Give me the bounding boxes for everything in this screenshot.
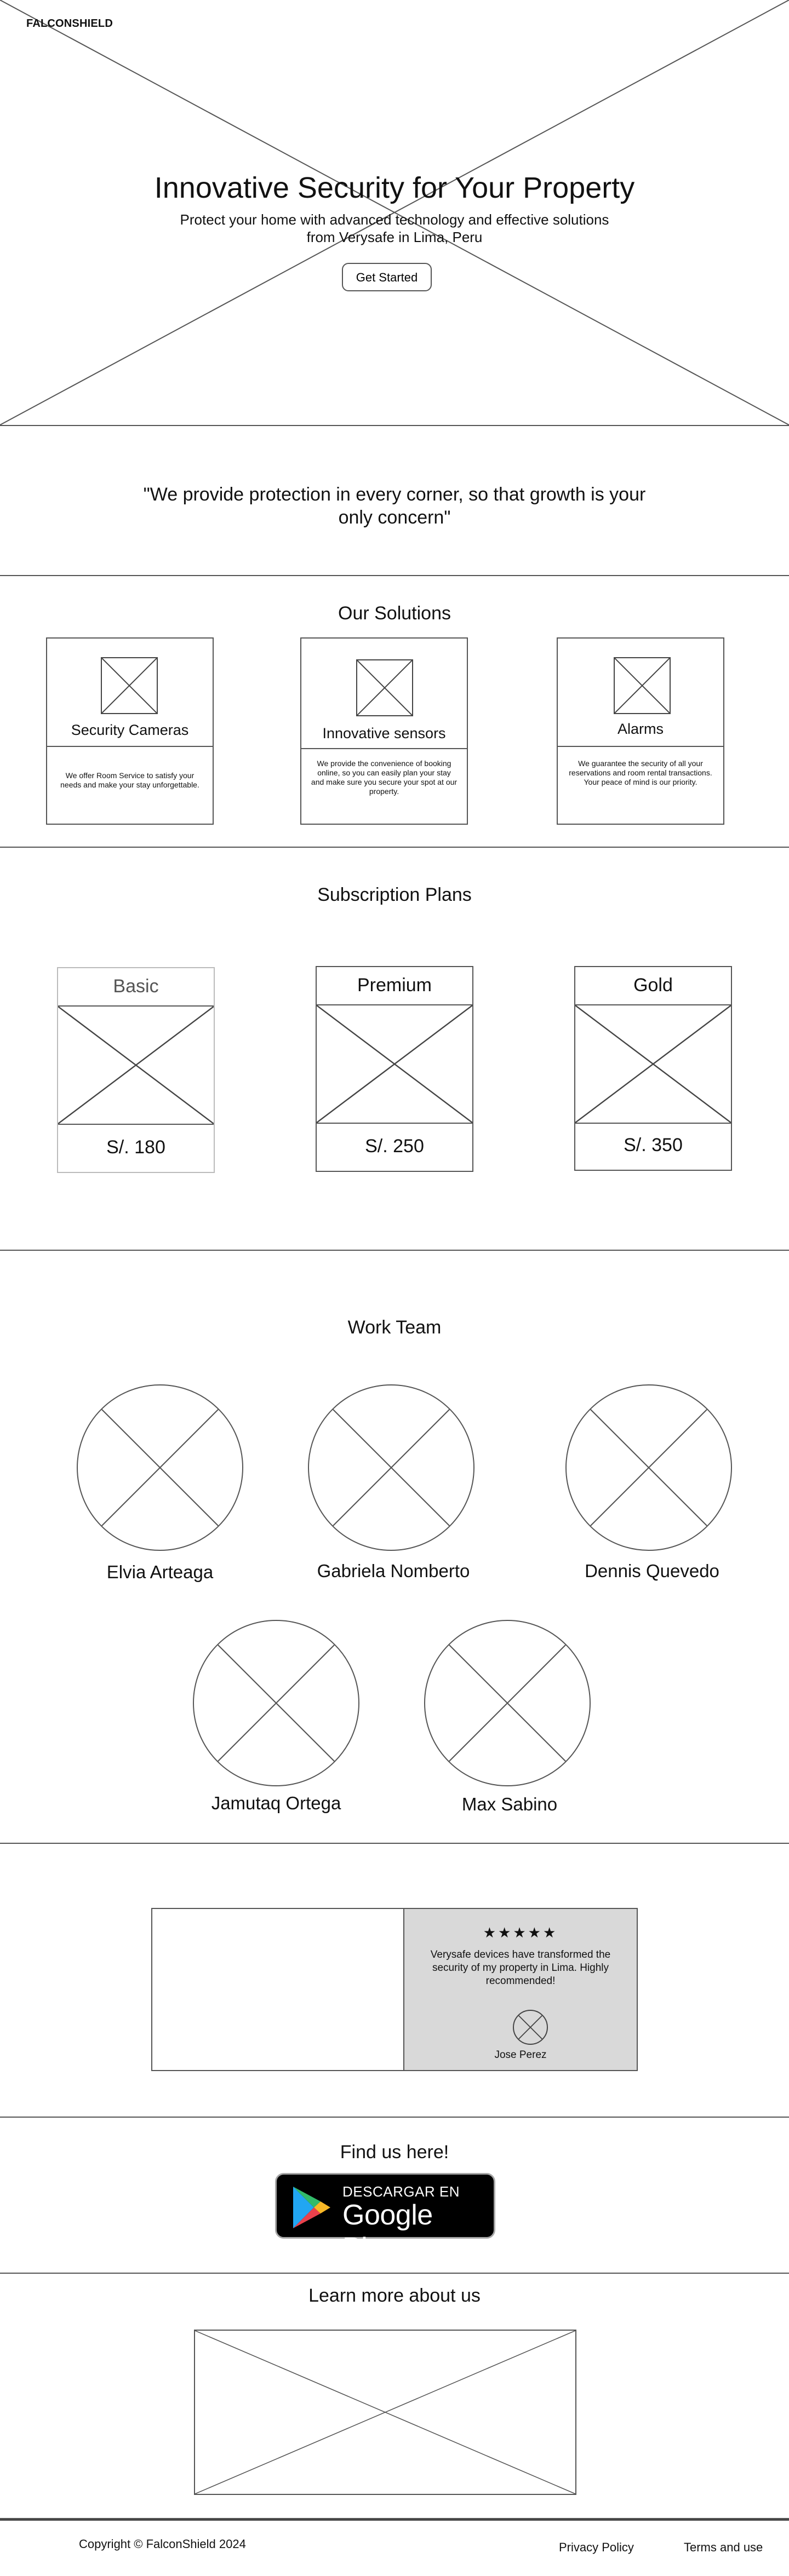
- card-divider: [47, 746, 213, 747]
- testimonial-card: ★★★★★ Verysafe devices have transformed …: [151, 1908, 638, 2071]
- plan-price: S/. 350: [624, 1135, 683, 1155]
- member-avatar: [424, 1620, 591, 1786]
- hero-subtitle: Protect your home with advanced technolo…: [180, 211, 609, 245]
- plan-image-placeholder: [58, 1005, 214, 1125]
- get-started-button[interactable]: Get Started: [342, 263, 432, 291]
- plan-image-placeholder: [575, 1004, 731, 1124]
- member-avatar: [565, 1384, 732, 1551]
- solution-card-alarms[interactable]: Alarms We guarantee the security of all …: [557, 637, 724, 825]
- plan-price: S/. 250: [365, 1136, 424, 1157]
- hero-title: Innovative Security for Your Property: [154, 171, 635, 204]
- badge-small-text: DESCARGAR EN: [342, 2183, 460, 2200]
- solution-image-placeholder: [614, 657, 671, 714]
- plan-name: Gold: [633, 975, 673, 996]
- member-name: Gabriela Nomberto: [317, 1561, 470, 1581]
- plan-card-premium[interactable]: Premium S/. 250: [316, 966, 473, 1172]
- google-play-badge[interactable]: DESCARGAR EN Google Play: [275, 2173, 495, 2264]
- member-avatar: [308, 1384, 474, 1551]
- rating-stars-icon: ★★★★★: [483, 1924, 558, 1941]
- member-avatar: [193, 1620, 359, 1786]
- hero-section: [0, 0, 789, 425]
- brand-logo[interactable]: FALCONSHIELD: [26, 18, 113, 30]
- solution-card-sensors[interactable]: Innovative sensors We provide the conven…: [300, 637, 468, 825]
- plan-image-placeholder: [317, 1004, 472, 1124]
- member-name: Jamutaq Ortega: [211, 1793, 341, 1813]
- plans-title: Subscription Plans: [317, 884, 472, 905]
- card-divider: [301, 748, 467, 749]
- solution-name: Innovative sensors: [322, 725, 446, 741]
- plan-card-basic[interactable]: Basic S/. 180: [57, 967, 215, 1173]
- solution-image-placeholder: [356, 659, 413, 716]
- solution-name: Security Cameras: [71, 722, 189, 738]
- about-video-placeholder[interactable]: [194, 2330, 576, 2495]
- plan-price: S/. 180: [106, 1137, 165, 1158]
- member-name: Max Sabino: [461, 1794, 558, 1814]
- plan-name: Premium: [357, 975, 432, 996]
- testimonial-content: ★★★★★ Verysafe devices have transformed …: [403, 1909, 637, 2070]
- solution-description: We provide the convenience of booking on…: [311, 759, 458, 796]
- solution-description: We offer Room Service to satisfy your ne…: [60, 771, 199, 789]
- quote-section: [0, 425, 789, 576]
- hero-background-placeholder: [0, 0, 789, 425]
- testimonial-image-placeholder: [152, 1909, 403, 2070]
- member-name: Dennis Quevedo: [585, 1561, 719, 1581]
- testimonial-text: Verysafe devices have transformed the se…: [430, 1949, 611, 1987]
- team-title: Work Team: [347, 1317, 442, 1338]
- testimonial-author: Jose Perez: [494, 2049, 547, 2061]
- card-divider: [558, 746, 723, 747]
- member-name: Elvia Arteaga: [106, 1562, 214, 1582]
- plan-card-gold[interactable]: Gold S/. 350: [574, 966, 732, 1171]
- mission-quote: "We provide protection in every corner, …: [143, 484, 646, 528]
- privacy-policy-link[interactable]: Privacy Policy: [559, 2540, 634, 2554]
- learn-more-title: Learn more about us: [308, 2285, 481, 2306]
- find-us-title: Find us here!: [340, 2142, 449, 2163]
- solution-image-placeholder: [101, 657, 158, 714]
- solution-name: Alarms: [617, 721, 664, 737]
- solution-description: We guarantee the security of all your re…: [569, 759, 712, 786]
- badge-large-text: Google Play: [342, 2199, 433, 2264]
- copyright-text: Copyright © FalconShield 2024: [79, 2537, 246, 2551]
- author-avatar: [513, 2010, 548, 2045]
- member-avatar: [77, 1384, 243, 1551]
- footer: Copyright © FalconShield 2024 Privacy Po…: [0, 2519, 789, 2576]
- plan-name: Basic: [113, 976, 159, 997]
- solutions-title: Our Solutions: [338, 603, 451, 624]
- google-play-icon: [293, 2187, 330, 2228]
- solution-card-cameras[interactable]: Security Cameras We offer Room Service t…: [46, 637, 214, 825]
- terms-link[interactable]: Terms and use: [684, 2540, 763, 2554]
